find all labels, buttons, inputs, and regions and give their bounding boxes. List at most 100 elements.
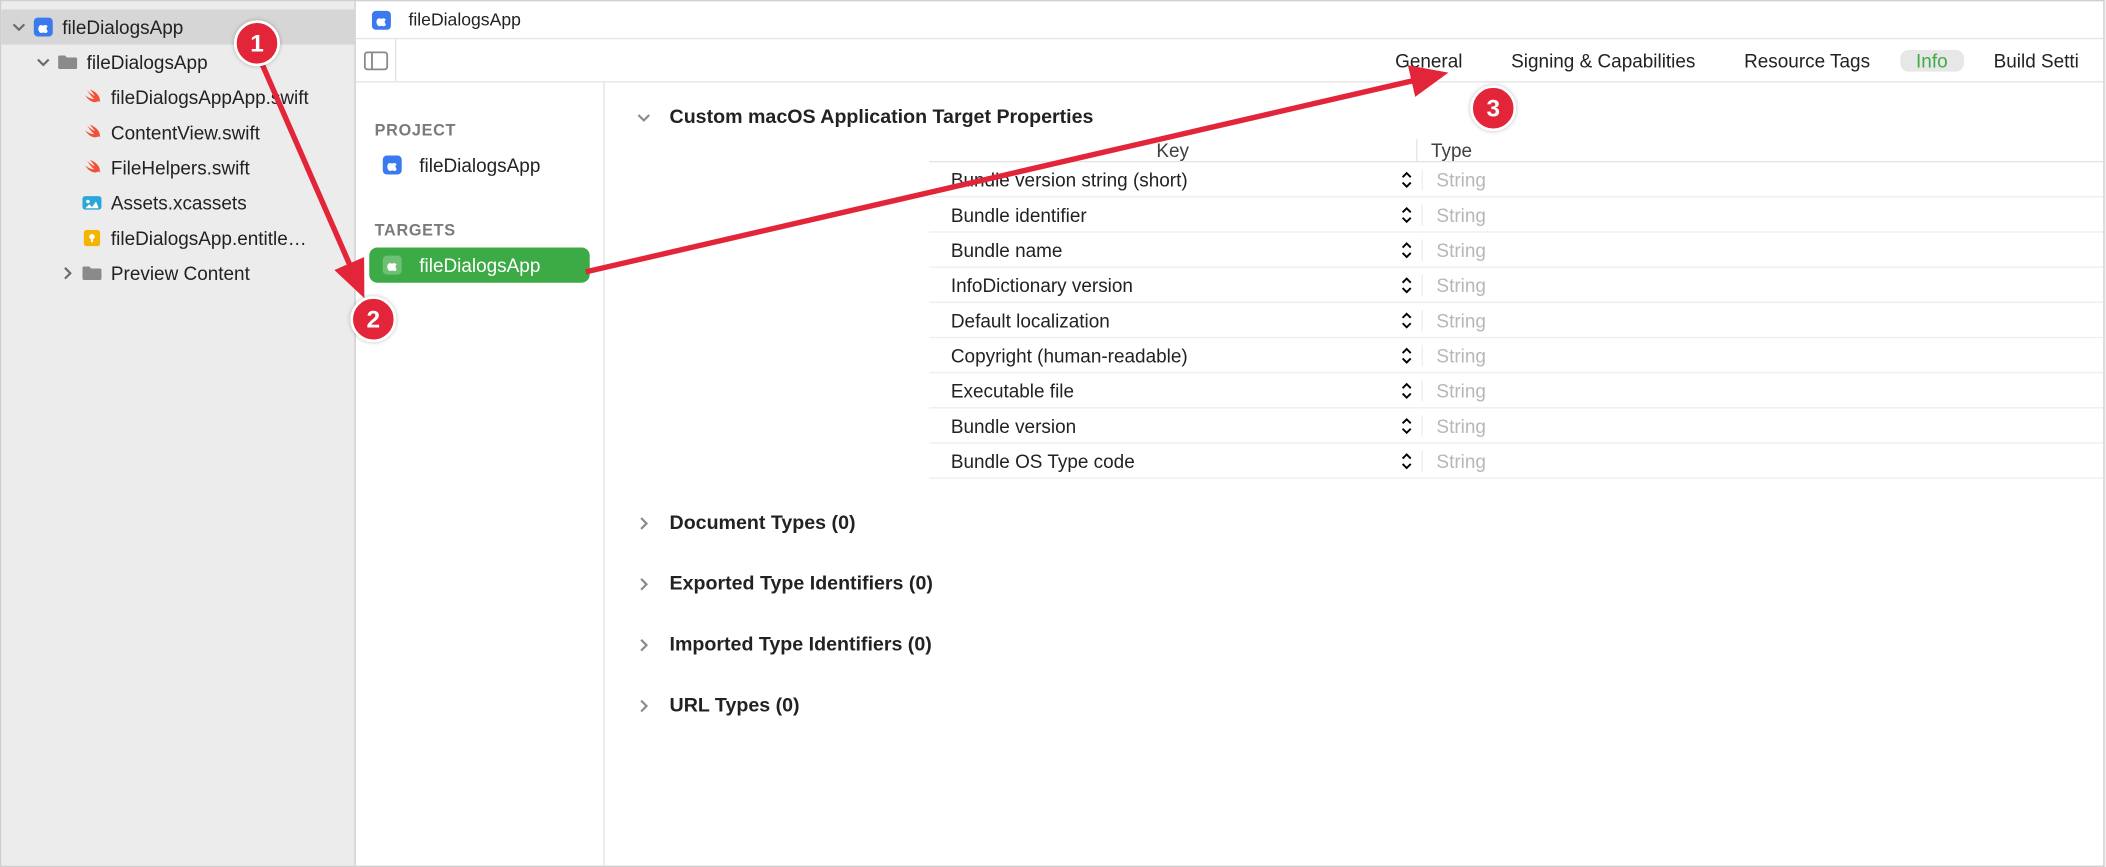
chevron-right-icon[interactable] [634, 575, 653, 594]
xcode-window: fileDialogsApp fileDialogsAppfileDialogs… [0, 0, 2105, 867]
property-type: String [1422, 450, 1546, 472]
property-row[interactable]: Copyright (human-readable) String [929, 337, 2103, 372]
collapsed-section-title: Document Types (0) [670, 513, 856, 535]
section-header[interactable]: Custom macOS Application Target Properti… [605, 96, 2104, 139]
property-key[interactable]: Copyright (human-readable) [929, 344, 1392, 366]
tab-resource-tags[interactable]: Resource Tags [1720, 44, 1895, 76]
swift-icon [80, 85, 104, 109]
property-key[interactable]: Bundle OS Type code [929, 450, 1392, 472]
property-type: String [1422, 274, 1546, 296]
editor-area: fileDialogsApp GeneralSigning & Capabili… [356, 1, 2104, 865]
chevron-down-icon[interactable] [9, 18, 28, 37]
editor-body: PROJECT fileDialogsApp TARGETS fileDialo… [356, 83, 2104, 866]
target-name: fileDialogsApp [419, 254, 540, 276]
folder-icon [55, 50, 79, 74]
property-row[interactable]: Default localization String [929, 302, 2103, 337]
navigator-root[interactable]: fileDialogsApp [1, 9, 354, 44]
property-key[interactable]: InfoDictionary version [929, 274, 1392, 296]
collapsed-section-title: Imported Type Identifiers (0) [670, 634, 932, 656]
property-type: String [1422, 239, 1546, 261]
breadcrumb-project[interactable]: fileDialogsApp [408, 9, 520, 29]
property-row[interactable]: Bundle version String [929, 407, 2103, 442]
collapsed-section[interactable]: URL Types (0) [605, 675, 2104, 736]
stepper-icon[interactable] [1392, 451, 1422, 470]
property-type: String [1422, 204, 1546, 226]
navigator-item[interactable]: ContentView.swift [1, 115, 354, 150]
entitlements-icon [80, 226, 104, 250]
chevron-right-icon[interactable] [634, 514, 653, 533]
tab-signing-capabilities[interactable]: Signing & Capabilities [1487, 44, 1720, 76]
stepper-icon[interactable] [1392, 416, 1422, 435]
property-row[interactable]: Bundle OS Type code String [929, 442, 2103, 477]
stepper-icon[interactable] [1392, 240, 1422, 259]
tab-build-setti[interactable]: Build Setti [1969, 44, 2103, 76]
target-row[interactable]: fileDialogsApp [369, 248, 589, 283]
chevron-right-icon[interactable] [58, 264, 77, 283]
chevron-down-icon[interactable] [34, 53, 53, 72]
navigator-item-label: fileDialogsApp [87, 51, 208, 73]
tab-info[interactable]: Info [1900, 49, 1964, 71]
property-key[interactable]: Executable file [929, 379, 1392, 401]
property-type: String [1422, 415, 1546, 437]
property-key[interactable]: Bundle version [929, 415, 1392, 437]
collapsed-section[interactable]: Imported Type Identifiers (0) [605, 614, 2104, 675]
chevron-right-icon[interactable] [634, 697, 653, 716]
property-row[interactable]: Bundle version string (short) String [929, 161, 2103, 196]
kv-header: Key Type [929, 139, 2103, 161]
project-row[interactable]: fileDialogsApp [369, 147, 589, 182]
custom-properties-section: Custom macOS Application Target Properti… [605, 83, 2104, 493]
property-type: String [1422, 379, 1546, 401]
project-navigator[interactable]: fileDialogsApp fileDialogsApp fileDialogs… [1, 1, 355, 865]
chevron-down-icon[interactable] [634, 108, 653, 127]
property-key[interactable]: Bundle name [929, 239, 1392, 261]
project-heading: PROJECT [375, 120, 585, 139]
navigator-item[interactable]: fileDialogsApp.entitle… [1, 220, 354, 255]
navigator-item-label: Assets.xcassets [111, 192, 247, 214]
breadcrumb[interactable]: fileDialogsApp [356, 1, 2104, 39]
collapsed-section[interactable]: Exported Type Identifiers (0) [605, 553, 2104, 614]
navigator-item[interactable]: Assets.xcassets [1, 185, 354, 220]
navigator-item-label: fileDialogsApp.entitle… [111, 227, 307, 249]
property-row[interactable]: Bundle identifier String [929, 196, 2103, 231]
stepper-icon[interactable] [1392, 310, 1422, 329]
stepper-icon[interactable] [1392, 205, 1422, 224]
navigator-item-label: fileDialogsAppApp.swift [111, 87, 309, 109]
property-row[interactable]: Executable file String [929, 372, 2103, 407]
stepper-icon[interactable] [1392, 275, 1422, 294]
app-icon [369, 7, 393, 31]
section-title: Custom macOS Application Target Properti… [670, 107, 1094, 129]
swift-icon [80, 156, 104, 180]
column-type[interactable]: Type [1416, 139, 1540, 161]
collapsed-section[interactable]: Document Types (0) [605, 492, 2104, 553]
panel-toggle-icon[interactable] [356, 39, 397, 82]
property-key[interactable]: Default localization [929, 309, 1392, 331]
navigator-item[interactable]: fileDialogsAppApp.swift [1, 80, 354, 115]
targets-panel: PROJECT fileDialogsApp TARGETS fileDialo… [356, 83, 605, 866]
property-type: String [1422, 344, 1546, 366]
navigator-item[interactable]: fileDialogsApp [1, 45, 354, 80]
stepper-icon[interactable] [1392, 170, 1422, 189]
navigator-item[interactable]: Preview Content [1, 256, 354, 291]
property-key[interactable]: Bundle version string (short) [929, 168, 1392, 190]
editor-tabs-bar: GeneralSigning & CapabilitiesResource Ta… [356, 39, 2104, 82]
stepper-icon[interactable] [1392, 381, 1422, 400]
property-key[interactable]: Bundle identifier [929, 204, 1392, 226]
navigator-item-label: FileHelpers.swift [111, 157, 250, 179]
tab-general[interactable]: General [1371, 44, 1487, 76]
collapsed-section-title: URL Types (0) [670, 695, 800, 717]
info-properties: Custom macOS Application Target Properti… [605, 83, 2104, 866]
property-type: String [1422, 168, 1546, 190]
app-icon [31, 15, 55, 39]
column-key[interactable]: Key [929, 139, 1416, 161]
assets-icon [80, 191, 104, 215]
navigator-item[interactable]: FileHelpers.swift [1, 150, 354, 185]
chevron-right-icon[interactable] [634, 636, 653, 655]
property-type: String [1422, 309, 1546, 331]
navigator-root-label: fileDialogsApp [62, 16, 183, 38]
property-row[interactable]: InfoDictionary version String [929, 266, 2103, 301]
property-row[interactable]: Bundle name String [929, 231, 2103, 266]
navigator-item-label: Preview Content [111, 262, 250, 284]
editor-tabs: GeneralSigning & CapabilitiesResource Ta… [396, 44, 2103, 76]
collapsed-section-title: Exported Type Identifiers (0) [670, 573, 933, 595]
stepper-icon[interactable] [1392, 346, 1422, 365]
